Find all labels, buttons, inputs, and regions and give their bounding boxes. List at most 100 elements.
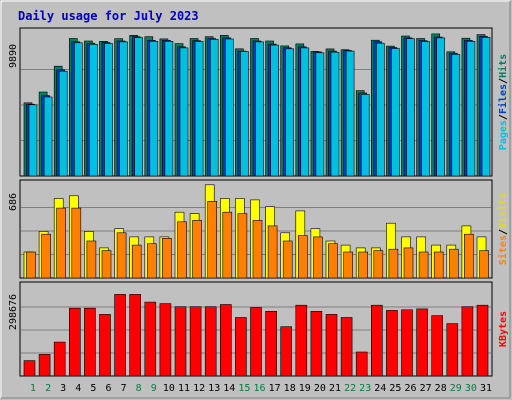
bar-kbytes-day-31 bbox=[476, 304, 489, 377]
x-tick-label-day-17: 17 bbox=[269, 383, 281, 394]
x-tick-label-day-27: 27 bbox=[420, 383, 432, 394]
x-tick-label-day-5: 5 bbox=[90, 383, 96, 394]
bars bbox=[23, 33, 491, 377]
x-tick-label-day-26: 26 bbox=[404, 383, 416, 394]
bar-pages-day-31 bbox=[481, 37, 491, 177]
bar-sites-day-28 bbox=[433, 251, 444, 279]
bar-kbytes-day-11 bbox=[174, 306, 187, 377]
bar-kbytes-day-24 bbox=[370, 304, 383, 377]
bar-sites-day-19 bbox=[297, 235, 308, 279]
bar-sites-day-1 bbox=[26, 251, 36, 279]
x-tick-label-day-14: 14 bbox=[223, 383, 235, 394]
bar-pages-day-23 bbox=[360, 94, 370, 177]
bar-kbytes-day-13 bbox=[204, 306, 217, 377]
bar-sites-day-11 bbox=[177, 221, 187, 279]
bar-kbytes-day-8 bbox=[129, 294, 141, 377]
x-tick-label-day-6: 6 bbox=[105, 383, 111, 394]
x-tick-label-day-10: 10 bbox=[163, 383, 175, 394]
bar-pages-day-12 bbox=[194, 41, 204, 177]
bar-sites-day-2 bbox=[41, 233, 51, 279]
x-tick-label-day-15: 15 bbox=[238, 383, 250, 394]
legend-separator: / bbox=[498, 78, 509, 84]
bar-pages-day-16 bbox=[255, 41, 264, 177]
bar-pages-day-7 bbox=[119, 41, 128, 177]
legend-entry-hits: Hits bbox=[497, 54, 509, 78]
bar-pages-day-8 bbox=[134, 37, 143, 177]
bar-kbytes-day-30 bbox=[461, 306, 474, 377]
bar-kbytes-day-26 bbox=[401, 309, 413, 377]
bar-kbytes-day-5 bbox=[84, 307, 96, 377]
bar-kbytes-day-20 bbox=[310, 310, 323, 377]
bar-sites-day-8 bbox=[131, 244, 142, 279]
bar-kbytes-day-21 bbox=[325, 314, 338, 377]
x-tick-label-day-21: 21 bbox=[329, 383, 341, 394]
bar-pages-day-14 bbox=[225, 38, 234, 177]
legend-entry-sites: Sites bbox=[497, 235, 509, 265]
x-tick-label-day-9: 9 bbox=[151, 383, 157, 394]
bar-kbytes-day-16 bbox=[250, 307, 262, 377]
bar-sites-day-10 bbox=[162, 238, 172, 279]
bar-kbytes-day-2 bbox=[38, 354, 51, 377]
bar-sites-day-20 bbox=[313, 236, 323, 279]
bar-pages-day-30 bbox=[466, 40, 476, 177]
bar-sites-day-13 bbox=[207, 201, 217, 279]
bar-kbytes-day-27 bbox=[416, 308, 428, 377]
bar-kbytes-day-29 bbox=[446, 323, 459, 377]
bar-kbytes-day-12 bbox=[189, 306, 202, 377]
legend-entry-kbytes: KBytes bbox=[498, 311, 509, 347]
bar-sites-day-7 bbox=[116, 232, 127, 279]
bar-pages-day-28 bbox=[436, 37, 446, 177]
x-tick-label-day-19: 19 bbox=[299, 383, 311, 394]
bar-kbytes-day-10 bbox=[159, 303, 172, 377]
legend-label-panel-1: Pages/Files/Hits bbox=[497, 54, 509, 150]
x-tick-label-day-4: 4 bbox=[75, 383, 81, 394]
y-tick-label-panel-2: 686 bbox=[8, 193, 19, 211]
x-tick-label-day-20: 20 bbox=[314, 383, 326, 394]
x-tick-label-day-1: 1 bbox=[30, 383, 36, 394]
bar-sites-day-17 bbox=[267, 225, 278, 279]
bar-pages-day-1 bbox=[28, 104, 38, 177]
legend-separator: / bbox=[498, 114, 509, 120]
bar-kbytes-day-19 bbox=[295, 304, 308, 377]
x-tick-label-day-30: 30 bbox=[465, 383, 477, 394]
bar-sites-day-23 bbox=[358, 251, 369, 279]
bar-kbytes-day-17 bbox=[265, 310, 277, 377]
x-tick-label-day-16: 16 bbox=[253, 383, 265, 394]
bar-pages-day-3 bbox=[58, 70, 68, 177]
bar-sites-day-29 bbox=[448, 248, 459, 279]
x-tick-label-day-24: 24 bbox=[374, 383, 386, 394]
bar-kbytes-day-25 bbox=[386, 310, 398, 377]
x-tick-label-day-18: 18 bbox=[284, 383, 296, 394]
x-tick-label-day-28: 28 bbox=[435, 383, 447, 394]
x-tick-label-day-8: 8 bbox=[136, 383, 142, 394]
bar-pages-day-29 bbox=[451, 54, 461, 177]
bar-sites-day-15 bbox=[237, 213, 248, 279]
x-tick-label-day-31: 31 bbox=[480, 383, 492, 394]
x-tick-label-day-29: 29 bbox=[450, 383, 462, 394]
bar-kbytes-day-28 bbox=[431, 315, 444, 377]
bar-sites-day-12 bbox=[192, 220, 202, 279]
chart-title: Daily usage for July 2023 bbox=[18, 9, 199, 23]
bar-sites-day-31 bbox=[479, 250, 489, 279]
bar-kbytes-day-1 bbox=[23, 360, 36, 377]
x-tick-label-day-7: 7 bbox=[121, 383, 127, 394]
bar-sites-day-6 bbox=[101, 250, 112, 279]
bar-sites-day-18 bbox=[282, 240, 293, 279]
x-tick-label-day-12: 12 bbox=[193, 383, 205, 394]
bar-kbytes-day-23 bbox=[355, 351, 368, 377]
y-tick-label-panel-1: 9890 bbox=[8, 44, 19, 68]
x-tick-label-day-25: 25 bbox=[389, 383, 401, 394]
bar-sites-day-3 bbox=[56, 207, 67, 279]
bar-pages-day-18 bbox=[285, 48, 295, 177]
x-tick-label-day-23: 23 bbox=[359, 383, 371, 394]
bar-sites-day-27 bbox=[418, 251, 429, 279]
bar-sites-day-30 bbox=[464, 233, 474, 279]
x-tick-label-day-2: 2 bbox=[45, 383, 51, 394]
legend-label-panel-2: Sites/Visits bbox=[497, 193, 509, 265]
bar-pages-day-25 bbox=[391, 48, 400, 177]
bar-sites-day-14 bbox=[222, 211, 233, 279]
bar-kbytes-day-3 bbox=[53, 341, 66, 377]
bar-pages-day-9 bbox=[149, 40, 159, 177]
x-tick-label-day-22: 22 bbox=[344, 383, 356, 394]
